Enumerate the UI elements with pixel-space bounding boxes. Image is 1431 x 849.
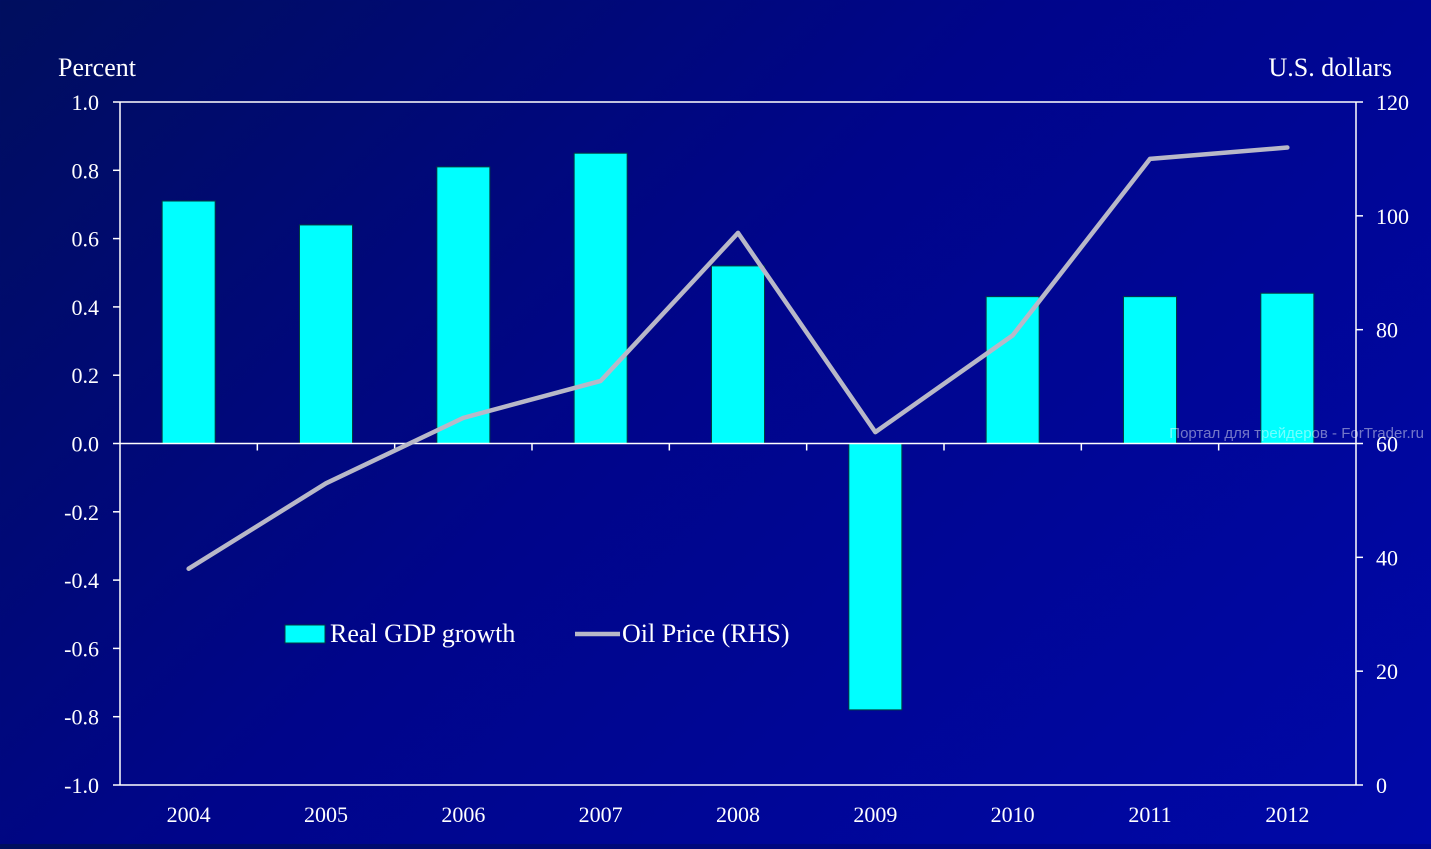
gdp-bar-2005 <box>299 224 353 444</box>
oil-price-point-2006 <box>461 415 466 420</box>
oil-price-point-2008 <box>736 230 740 235</box>
y-left-tick-label: 0.0 <box>72 432 100 457</box>
axes: 1.0 0.8 0.6 0.4 0.2 0.0 -0.2 -0.4 -0.6 -0.8 -1.0 12… <box>64 90 1409 827</box>
x-tick-label-2008: 2008 <box>716 802 760 827</box>
y-axis-left-label: Percent <box>58 53 137 82</box>
x-tick-label-2005: 2005 <box>304 802 348 827</box>
y-right-tick-label: 100 <box>1376 204 1409 229</box>
oil-price-point-2012 <box>1285 145 1290 150</box>
gdp-bar-2011 <box>1123 296 1177 444</box>
y-left-tick-label: 0.2 <box>72 363 100 388</box>
oil-price-point-2009 <box>873 430 878 435</box>
gdp-bar-2004 <box>161 200 216 444</box>
oil-price-line-layer <box>186 145 1290 571</box>
y-right-tick-label: 0 <box>1376 773 1387 798</box>
x-tick-label-2011: 2011 <box>1128 802 1171 827</box>
x-tick-label-2012: 2012 <box>1265 802 1309 827</box>
legend-label-gdp: Real GDP growth <box>330 619 515 648</box>
y-right-tick-label: 80 <box>1376 318 1398 343</box>
oil-price-point-2011 <box>1148 156 1152 161</box>
x-tick-label-2007: 2007 <box>579 802 623 827</box>
x-tick-label-2009: 2009 <box>853 802 897 827</box>
oil-price-point-2005 <box>324 481 328 486</box>
gdp-bar-2009 <box>848 443 903 711</box>
y-left-tick-label: 0.4 <box>72 295 100 320</box>
y-left-tick-label: 0.6 <box>72 227 100 252</box>
oil-price-point-2010 <box>1010 333 1015 338</box>
y-left-tick-label: -0.8 <box>64 705 99 730</box>
gdp-bar-2010 <box>985 296 1040 444</box>
gdp-bar-2008 <box>711 265 765 445</box>
x-tick-label-2006: 2006 <box>441 802 485 827</box>
y-right-tick-label: 60 <box>1376 432 1398 457</box>
watermark-text: Портал для трейдеров - ForTrader.ru <box>1169 425 1424 442</box>
oil-price-point-2007 <box>598 378 603 383</box>
y-left-tick-label: 1.0 <box>72 90 100 115</box>
y-right-tick-label: 20 <box>1376 659 1398 684</box>
y-left-tick-label: 0.8 <box>72 158 100 183</box>
y-left-tick-label: -1.0 <box>64 773 99 798</box>
x-tick-label-2010: 2010 <box>991 802 1035 827</box>
legend-label-oil: Oil Price (RHS) <box>622 619 790 648</box>
legend: Real GDP growth Oil Price (RHS) <box>284 619 790 648</box>
gdp-bars <box>161 152 1315 711</box>
x-tick-label-2004: 2004 <box>167 802 211 827</box>
oil-price-point-2004 <box>186 566 191 571</box>
legend-swatch-gdp <box>284 624 326 644</box>
y-left-tick-label: -0.2 <box>64 500 99 525</box>
y-right-tick-label: 40 <box>1376 545 1398 570</box>
y-axis-right-label: U.S. dollars <box>1269 53 1393 82</box>
gdp-bar-2006 <box>436 166 491 444</box>
gdp-bar-2007 <box>573 152 628 444</box>
gdp-bar-2012 <box>1260 292 1315 444</box>
y-left-tick-label: -0.6 <box>64 636 99 661</box>
y-left-tick-label: -0.4 <box>64 568 99 593</box>
y-right-tick-label: 120 <box>1376 90 1409 115</box>
